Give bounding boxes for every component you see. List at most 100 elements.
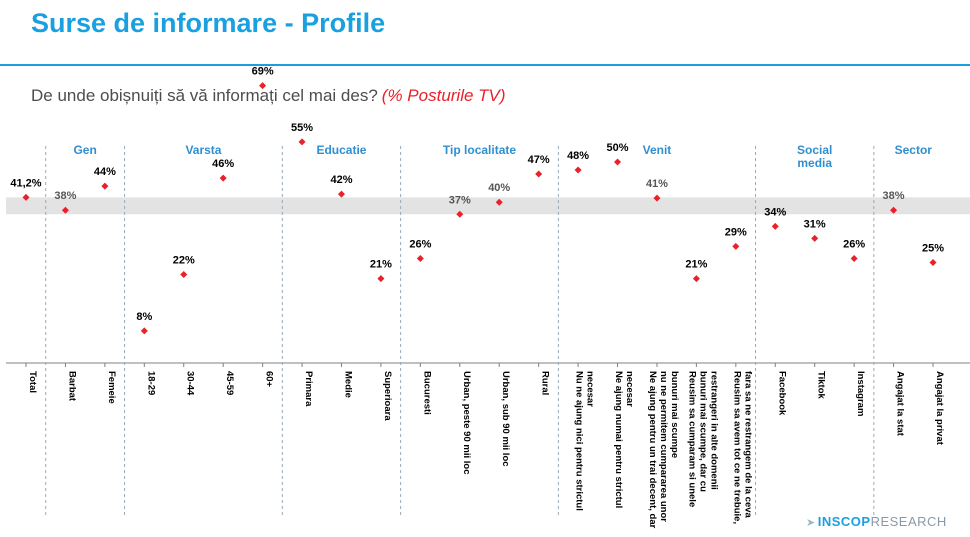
title-underline [0, 64, 970, 66]
data-point-marker [495, 198, 503, 206]
data-value-label: 40% [488, 182, 510, 194]
group-header: Educatie [316, 143, 366, 157]
data-point-marker [456, 210, 464, 218]
category-label: bunuri mai scumpe [669, 371, 680, 458]
logo-brand: INSCOP [817, 514, 871, 529]
data-value-label: 69% [252, 66, 274, 78]
category-label: Nu ne ajung nici pentru strictul [574, 371, 585, 511]
group-header: Social media [797, 143, 832, 170]
group-header: Varsta [185, 143, 221, 157]
data-point-marker [614, 158, 622, 166]
group-header-line: Venit [643, 143, 672, 157]
logo-arrow-icon: ➤ [806, 517, 816, 529]
category-label: 30-44 [185, 371, 196, 396]
data-point-marker [811, 234, 819, 242]
data-point-marker [771, 222, 779, 230]
category-label: Medie [342, 371, 353, 398]
data-point-marker [416, 254, 424, 262]
data-value-label: 38% [54, 190, 76, 202]
category-label: Bucuresti [421, 371, 432, 415]
category-label: Urban, peste 90 mii loc [461, 371, 472, 474]
data-point-marker [377, 275, 385, 283]
data-point-marker [298, 138, 306, 146]
logo-suffix: RESEARCH [870, 514, 947, 529]
category-label: Barbat [66, 371, 77, 402]
data-value-label: 21% [370, 259, 392, 271]
category-label: Ne ajung pentru un trai decent, dar [647, 371, 658, 529]
question-text: De unde obișnuiți să vă informați cel ma… [31, 86, 378, 105]
group-header-line: media [797, 156, 832, 170]
data-point-marker [259, 82, 267, 90]
category-label: Reusim sa cumparam si unele [686, 371, 697, 507]
total-reference-band [6, 197, 970, 215]
data-value-label: 47% [528, 154, 550, 166]
data-point-marker [929, 259, 937, 266]
data-point-marker [732, 242, 740, 250]
data-value-label: 25% [922, 243, 944, 255]
data-point-marker [337, 190, 345, 198]
category-label: 18-29 [145, 371, 156, 395]
data-value-label: 8% [136, 311, 152, 323]
data-point-marker [890, 206, 898, 214]
inscop-logo: ➤ INSCOPRESEARCH [806, 514, 947, 529]
data-point-marker [653, 194, 661, 202]
data-point-marker [850, 254, 858, 262]
data-value-label: 31% [804, 218, 826, 230]
group-header-line: Gen [73, 143, 96, 157]
group-header: Tip localitate [443, 143, 516, 157]
data-point-marker [140, 327, 148, 335]
category-label: Superioara [382, 371, 393, 421]
category-label: Total [27, 371, 38, 393]
group-header-line: Social [797, 143, 832, 157]
group-header-line: Sector [895, 143, 933, 157]
data-value-label: 46% [212, 158, 234, 170]
category-label: Femeie [106, 371, 117, 404]
data-value-label: 44% [94, 166, 116, 178]
category-label: bunuri mai scumpe, dar cu [697, 371, 708, 492]
data-point-marker [61, 206, 69, 214]
category-label: necesar [585, 371, 596, 407]
data-value-label: 34% [764, 206, 786, 218]
group-header: Sector [895, 143, 933, 157]
data-value-label: 55% [291, 122, 313, 134]
data-point-marker [219, 174, 227, 182]
data-point-marker [574, 166, 582, 174]
group-header-line: Educatie [316, 143, 366, 157]
data-point-marker [692, 275, 700, 283]
category-label: Angajat la privat [934, 371, 945, 446]
data-value-label: 26% [409, 238, 431, 250]
data-value-label: 21% [685, 259, 707, 271]
data-point-marker [101, 182, 109, 190]
data-point-marker [535, 170, 543, 178]
data-value-label: 48% [567, 150, 589, 162]
category-label: 45-59 [224, 371, 235, 395]
data-value-label: 26% [843, 238, 865, 250]
question-note: (% Posturile TV) [381, 86, 506, 105]
data-value-label: 41% [646, 178, 668, 190]
category-label: Reusim sa avem tot ce ne trebuie, [731, 371, 742, 524]
data-point-marker [22, 193, 30, 201]
category-label: Instagram [855, 371, 866, 416]
data-point-marker [180, 271, 188, 279]
group-header: Gen [73, 143, 96, 157]
chart-question: De unde obișnuiți să vă informați cel ma… [31, 86, 506, 106]
category-label: Primara [303, 371, 314, 407]
category-label: Ne ajung numai pentru strictul [613, 371, 624, 508]
data-value-label: 38% [883, 190, 905, 202]
data-value-label: 37% [449, 194, 471, 206]
data-value-label: 22% [173, 255, 195, 267]
group-header-line: Tip localitate [443, 143, 516, 157]
data-value-label: 29% [725, 226, 747, 238]
category-label: Angajat la stat [895, 371, 906, 437]
group-header-line: Varsta [185, 143, 221, 157]
data-value-label: 41,2% [10, 177, 41, 189]
category-label: necesar [624, 371, 635, 407]
category-label: fara sa ne restrangem de la ceva [742, 371, 753, 519]
category-label: Urban, sub 90 mii loc [500, 371, 511, 467]
category-label: Rural [540, 371, 551, 395]
category-label: Facebook [776, 371, 787, 416]
category-label: nu ne permitem cumpararea unor [658, 371, 669, 522]
slide-title: Surse de informare - Profile [31, 8, 386, 38]
category-label: restrangeri in alte domenii [708, 371, 719, 490]
